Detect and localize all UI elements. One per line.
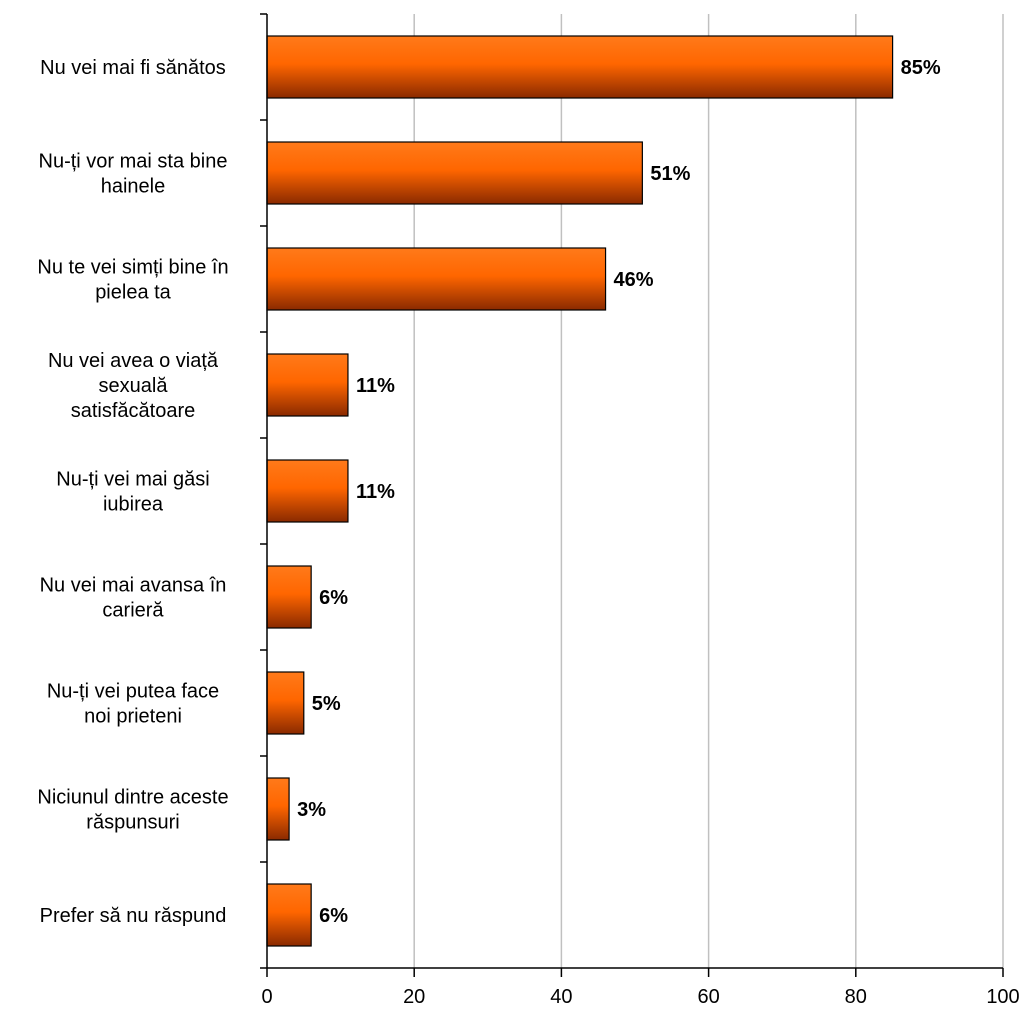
bar-1 xyxy=(266,141,643,205)
bar-4 xyxy=(266,459,349,523)
data-label-3: 11% xyxy=(356,375,395,397)
category-label-8: Prefer să nu răspund xyxy=(40,905,227,927)
category-label-3: Nu vei avea o viață sexuală satisfăcătoare xyxy=(48,350,219,422)
category-label-line: Nu te vei simți bine în xyxy=(37,257,228,279)
bar-2 xyxy=(266,247,607,311)
category-label-line: Prefer să nu răspund xyxy=(40,905,227,927)
data-label-7: 3% xyxy=(297,799,326,821)
data-label-8: 6% xyxy=(319,905,348,927)
category-label-6: Nu-ți vei putea face noi prieteni xyxy=(47,681,219,728)
data-label-5: 6% xyxy=(319,587,348,609)
data-label-2: 46% xyxy=(614,269,654,291)
category-label-line: Nu-ți vor mai sta bine xyxy=(39,151,228,173)
category-label-line: răspunsuri xyxy=(86,812,179,834)
category-label-line: Nu-ți vei mai găsi xyxy=(56,469,209,491)
category-label-line: Nu vei avea o viață xyxy=(48,350,219,372)
category-label-line: carieră xyxy=(102,600,164,622)
bar-7 xyxy=(266,777,290,841)
x-tick-label-60: 60 xyxy=(697,986,719,1008)
data-label-0: 85% xyxy=(901,57,941,79)
bar-8 xyxy=(266,883,312,947)
category-label-line: Nu-ți vei putea face xyxy=(47,681,219,703)
category-label-line: Nu vei mai avansa în xyxy=(40,575,227,597)
category-label-line: sexuală xyxy=(99,375,169,397)
axes xyxy=(260,13,1004,977)
category-label-line: Nu vei mai fi sănătos xyxy=(40,57,226,79)
data-label-1: 51% xyxy=(650,163,690,185)
bar-5 xyxy=(266,565,312,629)
bar-6 xyxy=(266,671,305,735)
x-tick-label-0: 0 xyxy=(261,986,272,1008)
x-tick-label-20: 20 xyxy=(403,986,425,1008)
category-label-4: Nu-ți vei mai găsi iubirea xyxy=(56,469,209,516)
x-tick-label-80: 80 xyxy=(845,986,867,1008)
category-label-7: Niciunul dintre aceste răspunsuri xyxy=(37,787,228,834)
data-label-4: 11% xyxy=(356,481,395,503)
bar-3 xyxy=(266,353,349,417)
category-label-line: noi prieteni xyxy=(84,706,182,728)
x-tick-label-40: 40 xyxy=(550,986,572,1008)
category-label-0: Nu vei mai fi sănătos xyxy=(40,57,226,79)
x-tick-label-100: 100 xyxy=(986,986,1019,1008)
category-label-1: Nu-ți vor mai sta bine hainele xyxy=(39,151,228,198)
category-label-line: Niciunul dintre aceste xyxy=(37,787,228,809)
category-label-2: Nu te vei simți bine în pielea ta xyxy=(37,257,228,304)
bar-0 xyxy=(266,35,894,99)
category-label-line: iubirea xyxy=(103,494,164,516)
category-label-line: hainele xyxy=(101,176,166,198)
category-label-5: Nu vei mai avansa în carieră xyxy=(40,575,227,622)
category-label-line: pielea ta xyxy=(95,282,171,304)
data-label-6: 5% xyxy=(312,693,341,715)
category-label-line: satisfăcătoare xyxy=(71,400,196,422)
labels: 0 20 40 60 80 100 85% Nu vei mai fi sănătos 51% N… xyxy=(37,57,1019,1008)
